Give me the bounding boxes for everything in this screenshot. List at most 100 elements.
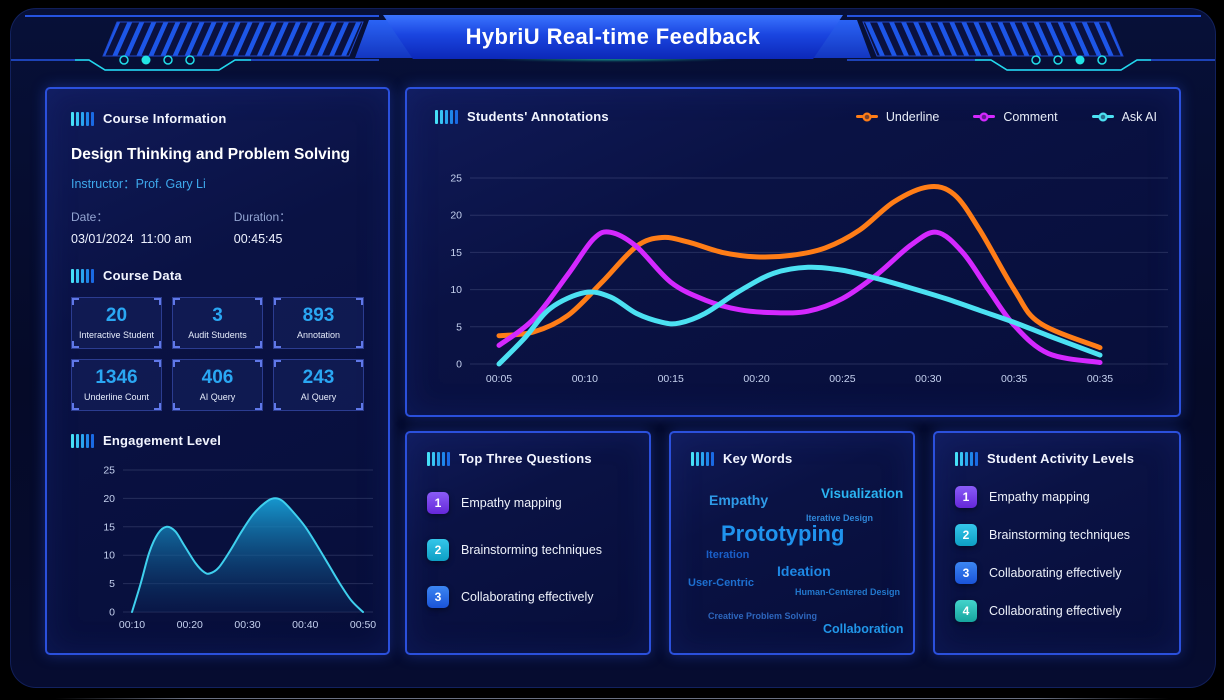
item-text: Collaborating effectively bbox=[989, 604, 1122, 618]
keyword: Collaboration bbox=[823, 622, 904, 636]
course-meta: Date： Duration： 03/01/2024 11:00 am 00:4… bbox=[71, 208, 364, 246]
svg-text:5: 5 bbox=[456, 321, 462, 333]
list-item: 2 Brainstorming techniques bbox=[427, 539, 629, 561]
instructor-label: Instructor： bbox=[71, 177, 136, 191]
keyword: Human-Centered Design bbox=[795, 587, 901, 597]
section-bars-icon bbox=[71, 433, 94, 448]
svg-text:00:50: 00:50 bbox=[350, 619, 376, 631]
section-title: Top Three Questions bbox=[459, 451, 592, 466]
legend-marker-icon bbox=[973, 112, 996, 121]
section-title: Engagement Level bbox=[103, 433, 222, 448]
svg-text:00:35: 00:35 bbox=[1001, 373, 1027, 385]
stat-value: 3 bbox=[212, 305, 223, 326]
list-item: 3 Collaborating effectively bbox=[427, 586, 629, 608]
section-title: Course Information bbox=[103, 111, 227, 126]
svg-text:00:20: 00:20 bbox=[743, 373, 769, 385]
rank-badge: 1 bbox=[427, 492, 449, 514]
legend-marker-icon bbox=[855, 112, 878, 121]
section-bars-icon bbox=[71, 111, 94, 126]
legend-marker-icon bbox=[1091, 112, 1114, 121]
svg-text:00:35: 00:35 bbox=[1087, 373, 1113, 385]
header-deco-right bbox=[772, 15, 1215, 71]
keyword: Prototyping bbox=[721, 521, 845, 546]
section-title: Students' Annotations bbox=[467, 109, 609, 124]
activity-panel: Student Activity Levels 1 Empathy mapping… bbox=[933, 431, 1181, 655]
section-bars-icon bbox=[435, 109, 458, 124]
stat-card: 243 AI Query bbox=[273, 359, 364, 411]
keyword: Ideation bbox=[777, 563, 831, 579]
svg-text:00:10: 00:10 bbox=[119, 619, 145, 631]
top-questions-panel: Top Three Questions 1 Empathy mapping 2 Bra… bbox=[405, 431, 651, 655]
list-item: 1 Empathy mapping bbox=[955, 486, 1159, 508]
rank-badge: 3 bbox=[427, 586, 449, 608]
status-dot bbox=[163, 55, 173, 65]
svg-text:10: 10 bbox=[450, 284, 462, 296]
section-title: Student Activity Levels bbox=[987, 451, 1135, 466]
stat-card: 406 AI Query bbox=[172, 359, 263, 411]
legend-item[interactable]: Underline bbox=[855, 109, 940, 124]
bottom-bezel-line bbox=[55, 698, 1169, 699]
list-item: 2 Brainstorming techniques bbox=[955, 524, 1159, 546]
duration-value: 00:45:45 bbox=[233, 232, 283, 246]
list-item: 3 Collaborating effectively bbox=[955, 562, 1159, 584]
section-bars-icon bbox=[427, 451, 450, 466]
stat-card: 1346 Underline Count bbox=[71, 359, 162, 411]
section-bars-icon bbox=[691, 451, 714, 466]
svg-text:00:10: 00:10 bbox=[572, 373, 598, 385]
svg-text:15: 15 bbox=[450, 247, 462, 259]
keyword: Empathy bbox=[709, 492, 769, 508]
svg-text:5: 5 bbox=[109, 578, 115, 590]
item-text: Brainstorming techniques bbox=[989, 528, 1131, 542]
section-bars-icon bbox=[71, 268, 94, 283]
list-item: 1 Empathy mapping bbox=[427, 492, 629, 514]
stats-grid: 20 Interactive Student 3 Audit Students 893 A… bbox=[71, 297, 364, 411]
stat-card: 3 Audit Students bbox=[172, 297, 263, 349]
stat-card: 893 Annotation bbox=[273, 297, 364, 349]
svg-text:00:30: 00:30 bbox=[915, 373, 941, 385]
svg-text:25: 25 bbox=[450, 173, 462, 185]
item-text: Empathy mapping bbox=[461, 496, 562, 510]
key-words-panel: Key Words Empathy Visualization Iterative … bbox=[669, 431, 915, 655]
keyword: Visualization bbox=[821, 486, 904, 501]
stat-label: Underline Count bbox=[83, 392, 150, 402]
annotations-chart: 0 5 10 15 20 25 00:05 00:10 00:15 00:20 00:25 00:30… bbox=[450, 173, 1168, 385]
svg-text:10: 10 bbox=[103, 550, 115, 562]
status-dot-active bbox=[141, 55, 151, 65]
item-text: Collaborating effectively bbox=[461, 590, 594, 604]
stat-value: 406 bbox=[201, 367, 234, 388]
svg-text:25: 25 bbox=[103, 465, 115, 477]
stat-label: AI Query bbox=[199, 392, 236, 402]
keyword: User-Centric bbox=[688, 577, 755, 589]
stat-card: 20 Interactive Student bbox=[71, 297, 162, 349]
legend-item[interactable]: Ask AI bbox=[1091, 110, 1157, 124]
stat-value: 893 bbox=[302, 305, 335, 326]
legend-label: Underline bbox=[885, 109, 940, 124]
rank-badge: 2 bbox=[955, 524, 977, 546]
engagement-header: Engagement Level bbox=[71, 433, 364, 448]
stat-value: 1346 bbox=[95, 367, 138, 388]
rank-badge: 4 bbox=[955, 600, 977, 622]
engagement-chart: 0 5 10 15 20 25 00:10 00:20 00:30 00:40 00:50 bbox=[103, 465, 376, 632]
stat-label: Annotation bbox=[296, 330, 341, 340]
section-title: Key Words bbox=[723, 451, 793, 466]
svg-text:0: 0 bbox=[109, 607, 115, 619]
svg-text:00:05: 00:05 bbox=[486, 373, 512, 385]
duration-label: Duration： bbox=[233, 210, 292, 224]
key-words-header: Key Words bbox=[685, 451, 899, 466]
status-dot bbox=[119, 55, 129, 65]
header-banner: HybriU Real-time Feedback bbox=[383, 15, 843, 59]
activity-list: 1 Empathy mapping 2 Brainstorming technique… bbox=[955, 466, 1159, 622]
status-dot bbox=[185, 55, 195, 65]
header-deco-left bbox=[11, 15, 453, 71]
course-title: Design Thinking and Problem Solving bbox=[71, 146, 351, 163]
svg-text:00:25: 00:25 bbox=[829, 373, 855, 385]
questions-list: 1 Empathy mapping 2 Brainstorming technique… bbox=[427, 466, 629, 608]
rank-badge: 1 bbox=[955, 486, 977, 508]
rank-badge: 2 bbox=[427, 539, 449, 561]
svg-text:00:15: 00:15 bbox=[658, 373, 684, 385]
stat-value: 20 bbox=[105, 305, 128, 326]
legend-item[interactable]: Comment bbox=[973, 110, 1058, 124]
banner-glow bbox=[433, 58, 793, 63]
course-panel: Course Information Design Thinking and P… bbox=[45, 87, 390, 655]
instructor-name: Prof. Gary Li bbox=[135, 177, 206, 191]
